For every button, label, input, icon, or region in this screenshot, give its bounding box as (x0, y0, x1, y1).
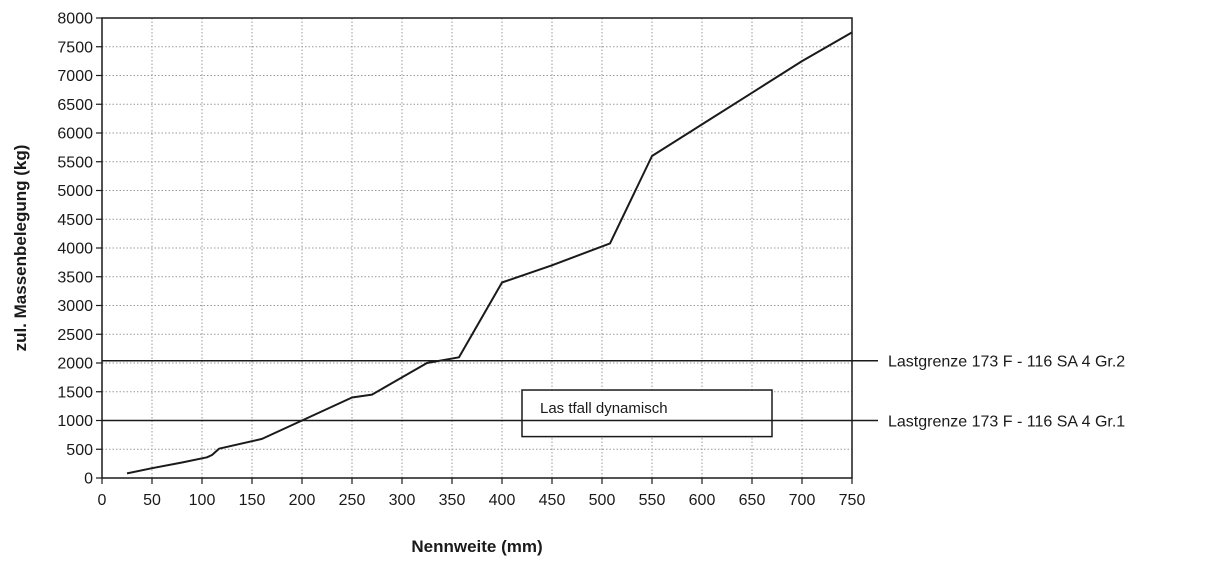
y-tick-label: 6500 (57, 97, 93, 114)
x-tick-label: 150 (239, 492, 266, 509)
x-tick-label: 400 (489, 492, 516, 509)
x-axis-ticks: 0 50 100 150 200 250 300 350 400 450 500 550 600 650 7… (98, 478, 866, 509)
y-tick-label: 1500 (57, 384, 93, 401)
y-tick-label: 6000 (57, 126, 93, 143)
y-tick-label: 3500 (57, 269, 93, 286)
y-tick-label: 4500 (57, 212, 93, 229)
series-line-1 (126, 31, 853, 475)
plot-border (101, 17, 853, 479)
x-tick-label: 200 (289, 492, 316, 509)
x-tick-label: 350 (439, 492, 466, 509)
reference-line-label-1: Lastgrenze 173 F - 116 SA 4 Gr.2 (888, 354, 1125, 371)
y-tick-label: 7000 (57, 68, 93, 85)
x-tick-label: 50 (143, 492, 161, 509)
x-tick-label: 100 (189, 492, 216, 509)
annotation-box: Las tfall dynamisch (521, 389, 773, 438)
plot-frame (101, 17, 853, 479)
x-tick-label: 700 (789, 492, 816, 509)
y-tick-label: 5000 (57, 183, 93, 200)
x-tick-label: 250 (339, 492, 366, 509)
annotation-label: Las tfall dynamisch (540, 400, 668, 417)
y-tick-label: 4000 (57, 241, 93, 258)
x-tick-label: 450 (539, 492, 566, 509)
reference-line-label-2: Lastgrenze 173 F - 116 SA 4 Gr.1 (888, 414, 1125, 431)
y-tick-label: 1000 (57, 413, 93, 430)
y-tick-label: 8000 (57, 11, 93, 28)
reference-lines (102, 359, 878, 422)
series-lines (126, 31, 853, 475)
x-tick-label: 550 (639, 492, 666, 509)
x-axis-title: Nennweite (mm) (411, 537, 542, 556)
y-tick-label: 500 (66, 442, 93, 459)
x-tick-label: 0 (98, 492, 107, 509)
x-tick-label: 600 (689, 492, 716, 509)
y-tick-label: 5500 (57, 154, 93, 171)
annotation-rect (521, 389, 773, 438)
y-tick-label: 0 (84, 471, 93, 488)
reference-line-labels: Lastgrenze 173 F - 116 SA 4 Gr.2 Lastgren… (888, 354, 1125, 431)
grid-lines (102, 18, 852, 478)
y-tick-label: 2000 (57, 356, 93, 373)
y-tick-label: 2500 (57, 327, 93, 344)
y-tick-label: 3000 (57, 298, 93, 315)
x-tick-label: 500 (589, 492, 616, 509)
y-axis-ticks: 0 500 1000 1500 2000 2500 3000 3500 4000 4500 5000… (57, 11, 102, 488)
x-tick-label: 650 (739, 492, 766, 509)
x-tick-label: 300 (389, 492, 416, 509)
x-tick-label: 750 (839, 492, 866, 509)
y-axis-title: zul. Massenbelegung (kg) (11, 145, 30, 352)
y-tick-label: 7500 (57, 39, 93, 56)
